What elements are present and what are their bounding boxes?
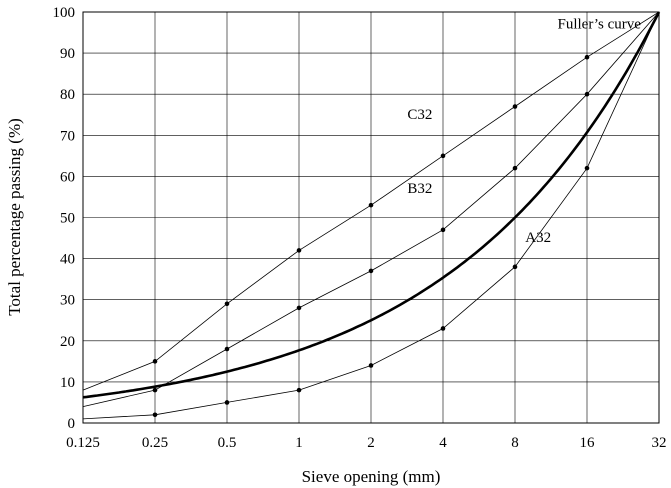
x-tick-label: 0.5 bbox=[218, 435, 237, 451]
data-point-c32 bbox=[224, 301, 230, 307]
data-point-a32 bbox=[224, 400, 230, 405]
data-point-c32 bbox=[512, 104, 518, 109]
data-point-c32 bbox=[584, 54, 590, 60]
x-tick-label: 8 bbox=[511, 435, 519, 451]
data-point-c32 bbox=[440, 153, 446, 159]
x-tick-label: 1 bbox=[295, 435, 303, 451]
y-tick-label: 10 bbox=[60, 375, 75, 391]
series-line-fuller-s-curve bbox=[82, 11, 661, 399]
y-tick-label: 100 bbox=[53, 5, 76, 21]
label-fuller-s-curve: Fuller’s curve bbox=[558, 16, 642, 32]
label-c32: C32 bbox=[407, 107, 432, 123]
data-point-b32 bbox=[584, 91, 590, 97]
y-tick-label: 40 bbox=[60, 252, 75, 268]
y-tick-label: 60 bbox=[60, 169, 75, 185]
y-tick-label: 20 bbox=[60, 334, 75, 350]
data-point-c32 bbox=[368, 202, 374, 208]
y-tick-labels: 0 10 20 30 40 50 60 70 80 90 100 bbox=[53, 5, 76, 432]
x-tick-label: 16 bbox=[580, 435, 596, 451]
data-point-b32 bbox=[296, 305, 302, 311]
y-tick-label: 80 bbox=[60, 87, 75, 103]
x-tick-label: 0.125 bbox=[66, 435, 100, 451]
x-tick-label: 32 bbox=[652, 435, 667, 451]
grid-lines bbox=[82, 11, 660, 424]
x-tick-labels: 0.125 0.25 0.5 1 2 4 8 16 32 bbox=[66, 435, 666, 451]
y-tick-label: 30 bbox=[60, 293, 75, 309]
y-tick-label: 0 bbox=[68, 416, 76, 432]
x-tick-label: 2 bbox=[367, 435, 375, 451]
x-tick-label: 4 bbox=[439, 435, 447, 451]
data-point-a32 bbox=[152, 412, 158, 418]
data-point-c32 bbox=[296, 248, 302, 253]
series-annotations: Fuller’s curve C32 B32 A32 bbox=[407, 16, 641, 246]
data-point-a32 bbox=[368, 363, 374, 368]
plot-frame bbox=[82, 11, 660, 424]
data-markers bbox=[152, 54, 590, 418]
data-point-a32 bbox=[296, 387, 302, 393]
data-point-b32 bbox=[440, 227, 446, 233]
x-axis-title: Sieve opening (mm) bbox=[302, 467, 441, 486]
x-tick-label: 0.25 bbox=[142, 435, 168, 451]
data-point-a32 bbox=[440, 326, 446, 331]
y-tick-label: 90 bbox=[60, 46, 75, 62]
y-tick-label: 70 bbox=[60, 128, 75, 144]
data-point-a32 bbox=[512, 264, 518, 270]
data-point-c32 bbox=[152, 359, 158, 364]
y-axis-title: Total percentage passing (%) bbox=[5, 118, 24, 316]
y-tick-label: 50 bbox=[60, 211, 75, 227]
data-point-b32 bbox=[368, 268, 374, 274]
label-a32: A32 bbox=[525, 230, 551, 246]
data-point-b32 bbox=[152, 387, 158, 393]
data-point-a32 bbox=[584, 165, 590, 171]
data-point-b32 bbox=[224, 346, 230, 352]
data-point-b32 bbox=[512, 165, 518, 171]
label-b32: B32 bbox=[407, 181, 432, 197]
